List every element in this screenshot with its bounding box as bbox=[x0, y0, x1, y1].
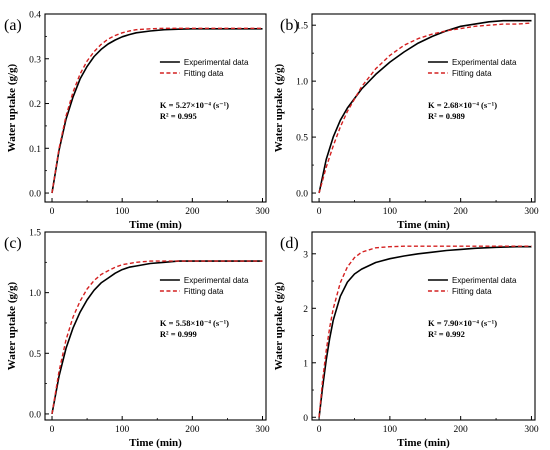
legend-label: Fitting data bbox=[184, 69, 224, 78]
fitting-data-line bbox=[318, 22, 532, 194]
y-tick-label: 1.0 bbox=[296, 78, 308, 88]
rate-constant-annotation: K = 5.27×10⁻⁴ (s⁻¹) bbox=[160, 100, 229, 110]
legend-label: Fitting data bbox=[452, 287, 492, 296]
r-squared-annotation: R² = 0.999 bbox=[160, 329, 197, 339]
x-tick-label: 0 bbox=[50, 425, 55, 435]
y-tick-label: 0.0 bbox=[296, 190, 308, 200]
fitting-data-line bbox=[51, 27, 263, 194]
x-tick-label: 100 bbox=[383, 207, 398, 217]
y-tick-label: 0.2 bbox=[29, 100, 41, 110]
y-tick-label: 0 bbox=[303, 414, 308, 424]
x-tick-label: 200 bbox=[185, 425, 200, 435]
y-tick-label: 0.0 bbox=[29, 190, 41, 200]
y-tick-label: 0.1 bbox=[29, 145, 41, 155]
x-tick-label: 0 bbox=[317, 207, 322, 217]
panel-label: (c) bbox=[4, 235, 22, 252]
y-tick-label: 0.4 bbox=[29, 11, 41, 21]
r-squared-annotation: R² = 0.995 bbox=[160, 111, 197, 121]
x-tick-label: 300 bbox=[524, 425, 539, 435]
x-axis-title: Time (min) bbox=[397, 437, 450, 449]
x-tick-label: 100 bbox=[115, 425, 130, 435]
y-tick-label: 0.5 bbox=[29, 350, 41, 360]
x-tick-label: 300 bbox=[255, 207, 270, 217]
r-squared-annotation: R² = 0.992 bbox=[428, 329, 465, 339]
y-axis-title: Water uptake (g/g) bbox=[273, 63, 285, 152]
experimental-data-line bbox=[318, 245, 532, 418]
legend-label: Experimental data bbox=[452, 276, 517, 285]
x-axis-title: Time (min) bbox=[129, 437, 182, 449]
plot-frame bbox=[44, 13, 267, 203]
chart-panel-d: (d) 0 100 200 300 0 1 2 3 Time (min) Water uptake … bbox=[273, 231, 539, 449]
panel-label: (d) bbox=[280, 235, 299, 252]
fitting-data-line bbox=[318, 245, 532, 418]
y-tick-label: 2 bbox=[303, 305, 308, 315]
x-tick-label: 0 bbox=[50, 207, 55, 217]
x-tick-label: 200 bbox=[454, 207, 469, 217]
y-tick-label: 1.0 bbox=[29, 289, 41, 299]
x-tick-label: 0 bbox=[317, 425, 322, 435]
plot-frame bbox=[311, 231, 536, 421]
chart-panel-c: (c) 0 100 200 300 0.0 0.5 1.0 1.5 Time (min) Water… bbox=[4, 229, 270, 450]
rate-constant-annotation: K = 5.58×10⁻⁴ (s⁻¹) bbox=[160, 318, 229, 328]
y-axis-title: Water uptake (g/g) bbox=[273, 281, 285, 370]
legend-label: Experimental data bbox=[452, 58, 517, 67]
panel-label: (b) bbox=[280, 17, 299, 34]
y-tick-label: 0.3 bbox=[29, 55, 41, 65]
y-tick-label: 1.5 bbox=[29, 229, 41, 239]
r-squared-annotation: R² = 0.989 bbox=[428, 111, 465, 121]
x-tick-label: 200 bbox=[454, 425, 469, 435]
chart-panel-a: (a) 0 100 200 300 0.0 0.1 0.2 0.3 0.4 Time (min) Wa… bbox=[4, 11, 270, 232]
x-axis-title: Time (min) bbox=[397, 219, 450, 231]
plot-frame bbox=[44, 231, 267, 421]
legend-label: Experimental data bbox=[184, 276, 249, 285]
x-tick-label: 100 bbox=[383, 425, 398, 435]
x-tick-label: 100 bbox=[115, 207, 130, 217]
y-tick-label: 0.5 bbox=[296, 134, 308, 144]
y-tick-label: 1 bbox=[303, 359, 308, 369]
fitting-data-line bbox=[51, 260, 263, 415]
legend-label: Experimental data bbox=[184, 58, 249, 67]
panel-label: (a) bbox=[4, 17, 22, 34]
experimental-data-line bbox=[51, 27, 263, 194]
experimental-data-line bbox=[318, 19, 532, 194]
plot-frame bbox=[311, 13, 536, 203]
x-axis-title: Time (min) bbox=[129, 219, 182, 231]
y-axis-title: Water uptake (g/g) bbox=[6, 63, 18, 152]
rate-constant-annotation: K = 2.68×10⁻⁴ (s⁻¹) bbox=[428, 100, 497, 110]
y-tick-label: 3 bbox=[303, 250, 308, 260]
y-tick-label: 0.0 bbox=[29, 410, 41, 420]
x-tick-label: 200 bbox=[185, 207, 200, 217]
rate-constant-annotation: K = 7.90×10⁻⁴ (s⁻¹) bbox=[428, 318, 497, 328]
legend-label: Fitting data bbox=[184, 287, 224, 296]
legend-label: Fitting data bbox=[452, 69, 492, 78]
y-axis-title: Water uptake (g/g) bbox=[6, 281, 18, 370]
x-tick-label: 300 bbox=[255, 425, 270, 435]
chart-panel-b: (b) 0 100 200 300 0.0 0.5 1.0 1.5 Time (min) Water… bbox=[273, 13, 539, 231]
x-tick-label: 300 bbox=[524, 207, 539, 217]
y-tick-label: 1.5 bbox=[296, 22, 308, 32]
